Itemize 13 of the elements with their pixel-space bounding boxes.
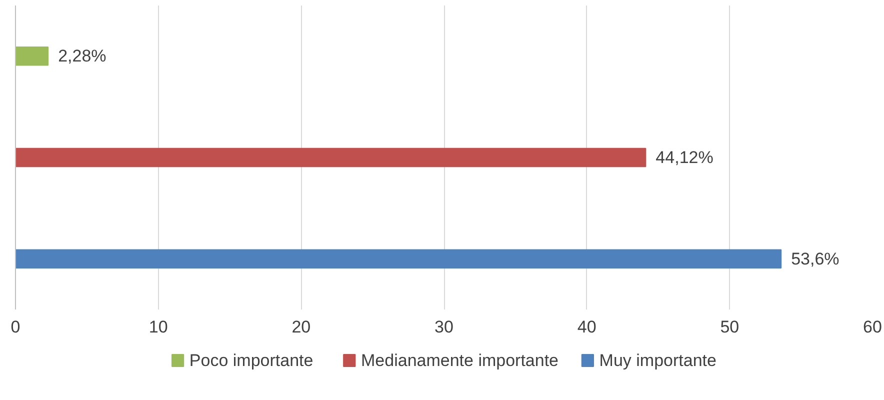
legend-label: Poco importante	[189, 351, 314, 370]
data-label: 53,6%	[791, 249, 840, 268]
x-tick-label: 20	[292, 318, 311, 336]
x-tick-label: 50	[720, 318, 740, 336]
data-label: 2,28%	[58, 46, 106, 66]
x-tick-label: 0	[10, 318, 20, 336]
x-tick-label: 60	[863, 318, 882, 336]
x-tick-label: 10	[148, 318, 168, 336]
legend-label: Muy importante	[599, 351, 716, 370]
data-label: 44,12%	[656, 148, 714, 167]
x-tick-label: 40	[577, 318, 596, 336]
x-tick-label: 30	[434, 318, 454, 336]
legend-label: Medianamente importante	[361, 351, 559, 370]
